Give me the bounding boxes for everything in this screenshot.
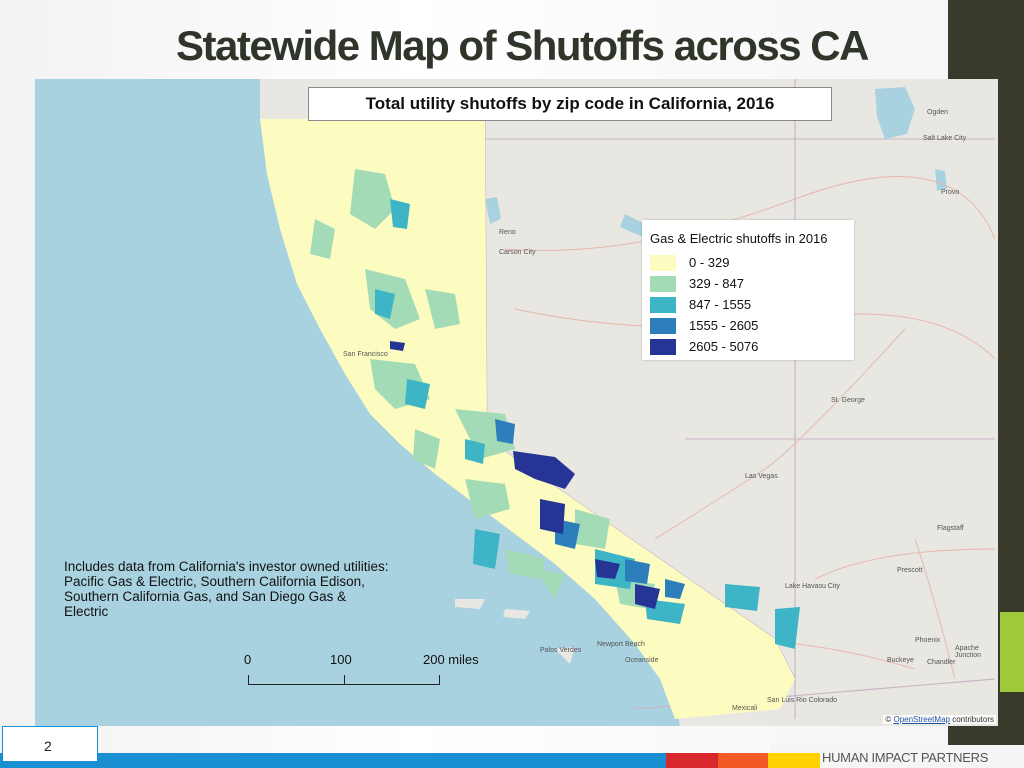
legend-item: 847 - 1555 [650,294,846,315]
city-label: Las Vegas [745,473,778,480]
legend-swatch [650,296,676,313]
scale-bar: 0 100 200 miles [240,652,510,697]
city-label: Prescott [897,567,923,574]
legend-swatch [650,317,676,334]
legend-swatch [650,275,676,292]
city-label: Phoenix [915,637,941,644]
legend-label: 847 - 1555 [689,297,752,312]
scale-label: 0 [244,652,252,667]
legend-swatch [650,254,676,271]
scale-label: 200 miles [423,652,479,667]
page-number: 2 [44,738,52,754]
city-label: Reno [499,229,516,236]
city-label: Apache Junction [955,645,982,659]
legend-swatch [650,338,676,355]
legend-label: 2605 - 5076 [689,339,759,354]
city-label: Ogden [927,109,949,116]
city-label: Salt Lake City [923,135,967,142]
footer-color-block [718,753,768,768]
footer-color-block [768,753,820,768]
city-label: Flagstaff [937,525,964,532]
city-label: Chandler [927,659,956,666]
page-number-box [2,726,98,762]
city-label: Oceanside [625,657,659,664]
city-label: St. George [831,397,865,404]
legend-item: 0 - 329 [650,252,846,273]
attribution-suffix: contributors [952,715,994,724]
legend-item: 1555 - 2605 [650,315,846,336]
map-attribution: © OpenStreetMap contributors [883,715,996,724]
scale-tick [344,675,345,685]
attribution-prefix: © [885,715,892,724]
city-label: Mexicali [732,705,758,712]
legend-title: Gas & Electric shutoffs in 2016 [650,231,828,246]
city-label: Palos Verdes [540,647,582,654]
footer-color-block [666,753,718,768]
city-label: San Luis Rio Colorado [767,697,838,704]
map-legend: Gas & Electric shutoffs in 2016 0 - 329 … [642,220,854,360]
slide-title: Statewide Map of Shutoffs across CA [176,22,869,69]
footer-color-block [820,753,1024,768]
openstreetmap-link[interactable]: OpenStreetMap [893,715,950,724]
map-image: Total utility shutoffs by zip code in Ca… [35,79,998,726]
city-label: Carson City [499,249,536,256]
map-title: Total utility shutoffs by zip code in Ca… [308,87,832,121]
legend-label: 329 - 847 [689,276,744,291]
legend-item: 329 - 847 [650,273,846,294]
legend-label: 1555 - 2605 [689,318,759,333]
data-source-note: Includes data from California's investor… [64,559,389,619]
scale-tick [439,675,440,685]
scale-label: 100 [330,652,352,667]
city-label: Lake Havasu City [785,583,840,590]
city-label: Newport Beach [597,641,645,648]
city-label: San Francisco [343,351,388,358]
slide-accent-bar [1000,612,1024,692]
legend-label: 0 - 329 [689,255,730,270]
brand-logo-text: HUMAN IMPACT PARTNERS [822,750,989,765]
scale-tick [248,675,249,685]
legend-item: 2605 - 5076 [650,336,846,357]
city-label: Buckeye [887,657,914,664]
city-label: Provo [941,189,960,196]
